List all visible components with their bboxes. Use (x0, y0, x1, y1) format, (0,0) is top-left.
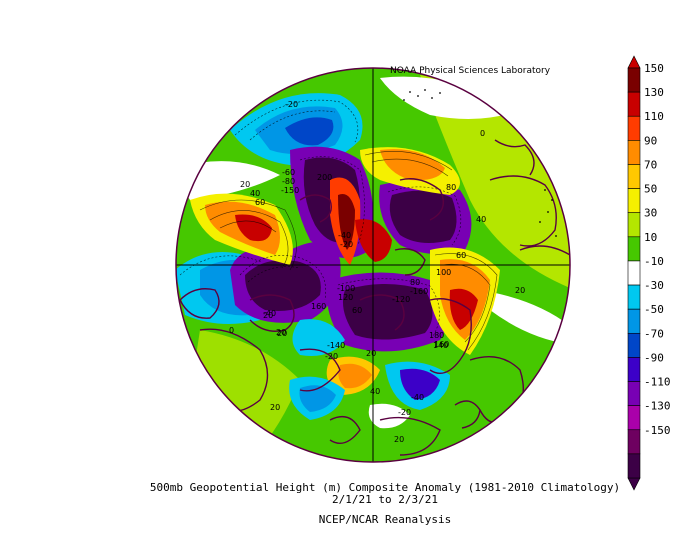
colorbar-tick-label: -70 (644, 327, 664, 340)
contour-label: 20 (263, 311, 273, 320)
colorbar-swatch (627, 284, 641, 310)
contour-label: -140 (327, 341, 345, 350)
contour-label: 20 (394, 435, 404, 444)
colorbar-swatch (627, 381, 641, 406)
contour-label: 20 (240, 180, 250, 189)
colorbar-tick-label: -150 (644, 424, 671, 437)
colorbar-tick-label: 50 (644, 183, 657, 196)
contour-label: -40 (411, 393, 424, 402)
colorbar-swatch (627, 188, 641, 214)
colorbar-swatch (627, 140, 641, 165)
colorbar-swatch (627, 260, 641, 286)
contour-label: 60 (255, 198, 265, 207)
colorbar-swatch (627, 308, 641, 334)
colorbar-swatch (627, 67, 641, 93)
contour-label: -20 (325, 352, 338, 361)
contour-label: 0 (480, 129, 485, 138)
colorbar-swatch (627, 332, 641, 358)
contour-label: -80 (282, 177, 295, 186)
contour-label: 100 (436, 268, 451, 277)
contour-label: 140 (433, 341, 448, 350)
contour-label: -120 (392, 295, 410, 304)
colorbar-swatch (627, 453, 641, 479)
colorbar-swatch (627, 405, 641, 431)
contour-label: 20 (515, 286, 525, 295)
contour-label: -20 (340, 240, 353, 249)
colorbar-upper-arrow (627, 55, 641, 69)
contour-label: -60 (282, 168, 295, 177)
contour-label: 20 (276, 328, 286, 337)
colorbar: 150 130 110 90 70 50 30 10 -10 -30 -50 -70 -90 -110 -1… (627, 55, 671, 491)
colorbar-swatch (627, 212, 641, 238)
contour-label: 60 (456, 251, 466, 260)
figure-title: 500mb Geopotential Height (m) Composite … (149, 481, 621, 494)
colorbar-swatch (627, 164, 641, 189)
contour-label: -40 (338, 231, 351, 240)
colorbar-tick-label: 110 (644, 110, 664, 123)
contour-label: -40 (263, 309, 276, 318)
data-source: NCEP/NCAR Reanalysis (318, 513, 452, 526)
colorbar-swatch (627, 429, 641, 455)
colorbar-tick-label: 130 (644, 86, 664, 99)
contour-labels: -20 0 -60 -80 -150 200 20 40 60 80 40 -4… (229, 100, 525, 444)
credit-label: NOAA Physical Sciences Laboratory (390, 66, 551, 76)
contour-label: 160 (311, 302, 326, 311)
colorbar-tick-label: -50 (644, 303, 664, 316)
colorbar-tick-label: -10 (644, 255, 664, 268)
contour-label: 40 (250, 189, 260, 198)
colorbar-swatch (627, 91, 641, 117)
contour-label: 20 (277, 329, 287, 338)
contour-label: 20 (270, 403, 280, 412)
contour-label: 200 (317, 173, 332, 182)
contour-label: 80 (446, 183, 456, 192)
contour-label: 160 (434, 340, 449, 349)
contour-label: -160 (410, 287, 428, 296)
colorbar-swatch (627, 236, 641, 262)
colorbar-tick-label: -110 (644, 376, 671, 389)
colorbar-swatch (627, 357, 641, 382)
colorbar-tick-label: -30 (644, 279, 664, 292)
colorbar-tick-label: 30 (644, 207, 657, 220)
contour-label: 60 (352, 306, 362, 315)
colorbar-tick-label: 150 (644, 62, 664, 75)
contour-label: 80 (410, 278, 420, 287)
contour-label: 20 (366, 349, 376, 358)
contour-label: -100 (337, 284, 355, 293)
contour-label: 120 (338, 293, 353, 302)
colorbar-tick-label: -130 (644, 400, 671, 413)
date-range: 2/1/21 to 2/3/21 (332, 493, 438, 506)
contour-label: -150 (281, 186, 299, 195)
colorbar-swatch (627, 115, 641, 141)
colorbar-tick-label: 10 (644, 231, 657, 244)
colorbar-tick-label: -90 (644, 351, 664, 364)
contour-label: 0 (229, 326, 234, 335)
contour-label: -20 (398, 408, 411, 417)
colorbar-tick-label: 90 (644, 134, 657, 147)
map-boundary (175, 67, 571, 463)
contour-label: 40 (370, 387, 380, 396)
contour-label: -20 (285, 100, 298, 109)
colorbar-tick-label: 70 (644, 158, 657, 171)
contour-label: 40 (476, 215, 486, 224)
contour-label: 180 (429, 331, 444, 340)
